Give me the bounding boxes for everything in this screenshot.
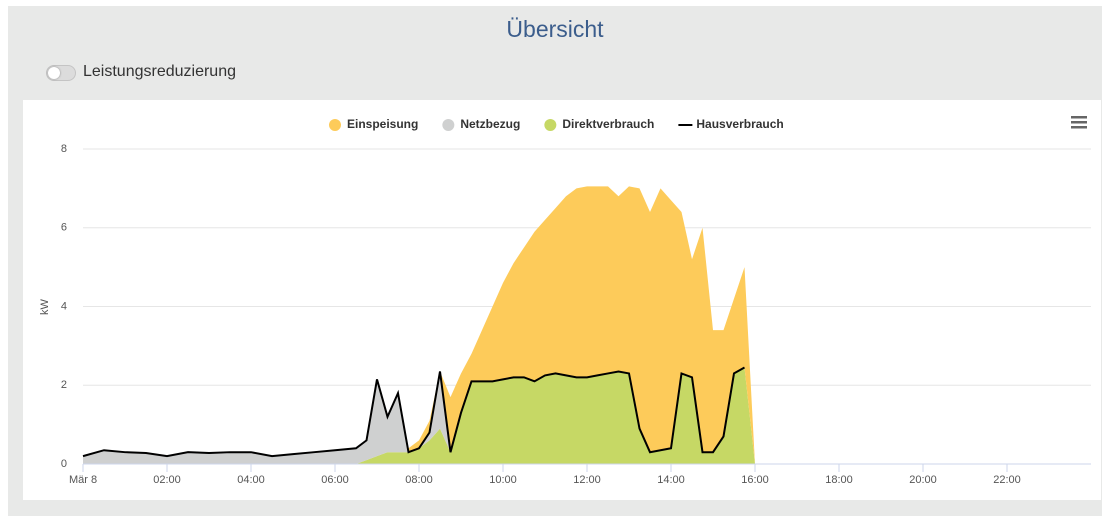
y-tick-label: 0 bbox=[61, 458, 67, 470]
y-tick-label: 8 bbox=[61, 143, 67, 155]
legend-item[interactable]: Einspeisung bbox=[329, 117, 418, 131]
legend-symbol bbox=[329, 119, 341, 131]
toggle-label[interactable]: Leistungsreduzierung bbox=[83, 63, 236, 80]
legend-label: Direktverbrauch bbox=[562, 117, 654, 131]
menu-button[interactable] bbox=[1071, 116, 1087, 129]
legend-symbol bbox=[442, 119, 455, 131]
area-series bbox=[83, 367, 1091, 464]
legend-label: Hausverbrauch bbox=[696, 117, 783, 131]
chart: kW 0 2 4 6 8 Mär 8 02:00 04:00 06:00 08:00 10:00 12… bbox=[23, 100, 1101, 500]
toggle-switch[interactable] bbox=[46, 65, 76, 81]
legend: Einspeisung Netzbezug Direktverbrauch Hausv… bbox=[329, 117, 784, 131]
x-tick-label: 06:00 bbox=[321, 474, 349, 486]
x-tick-label: 22:00 bbox=[993, 474, 1021, 486]
line-series bbox=[82, 366, 745, 458]
legend-symbol bbox=[544, 119, 557, 131]
y-axis-label: kW bbox=[39, 298, 51, 315]
x-tick-label: 04:00 bbox=[237, 474, 265, 486]
y-tick-label: 2 bbox=[61, 379, 67, 391]
x-tick-label: 10:00 bbox=[489, 474, 517, 486]
area-series bbox=[83, 186, 1091, 464]
x-tick-label: 12:00 bbox=[573, 474, 601, 486]
x-tick-label: 18:00 bbox=[825, 474, 853, 486]
legend-item[interactable]: Hausverbrauch bbox=[678, 117, 784, 131]
x-tick-label: 02:00 bbox=[153, 474, 181, 486]
y-tick-label: 6 bbox=[61, 222, 67, 234]
panel-title: Übersicht bbox=[506, 16, 604, 42]
x-tick-label: 20:00 bbox=[909, 474, 937, 486]
area-series bbox=[83, 367, 1091, 464]
x-tick-label: 08:00 bbox=[405, 474, 433, 486]
x-tick-label: 16:00 bbox=[741, 474, 769, 486]
x-tick-label: Mär 8 bbox=[69, 474, 97, 486]
legend-item[interactable]: Direktverbrauch bbox=[544, 117, 654, 131]
legend-label: Einspeisung bbox=[347, 117, 418, 131]
menu-bar bbox=[1071, 116, 1087, 119]
menu-bar bbox=[1071, 121, 1087, 124]
legend-item[interactable]: Netzbezug bbox=[442, 117, 520, 131]
y-tick-label: 4 bbox=[61, 300, 67, 312]
menu-bar bbox=[1071, 126, 1087, 129]
legend-label: Netzbezug bbox=[460, 117, 520, 131]
x-tick-label: 14:00 bbox=[657, 474, 685, 486]
